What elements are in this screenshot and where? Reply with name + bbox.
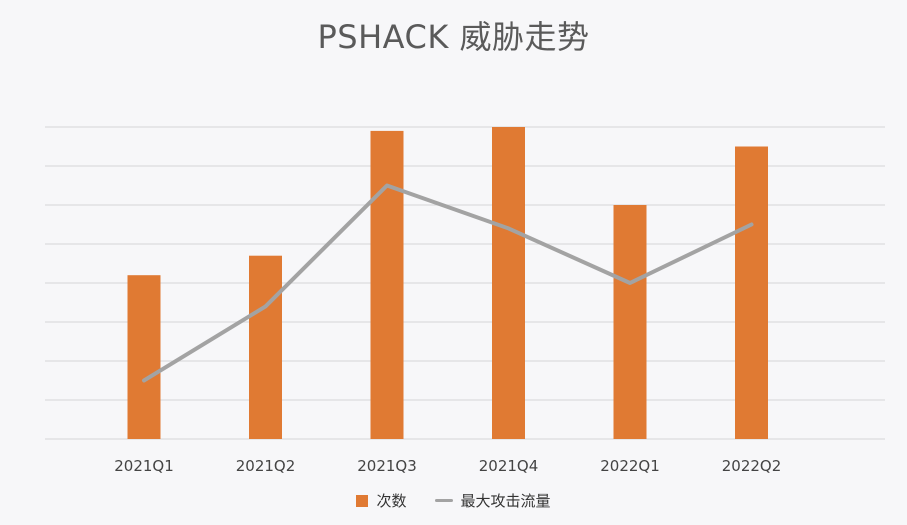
legend-item-bar-series: 次数 (356, 490, 407, 511)
bar-2021Q1 (127, 275, 161, 439)
legend-swatch-line (434, 499, 453, 502)
bar-2022Q1 (613, 205, 647, 439)
bar-2022Q2 (735, 146, 768, 439)
line-series-path (142, 183, 754, 383)
x-tick-label: 2021Q2 (236, 457, 296, 475)
chart-title: PSHACK 威胁走势 (317, 18, 590, 56)
legend-label-line-series: 最大攻击流量 (460, 492, 551, 510)
chart-legend: 次数 最大攻击流量 (0, 490, 907, 511)
x-tick-label: 2021Q4 (479, 457, 539, 475)
legend-label-bar-series: 次数 (376, 492, 407, 510)
legend-item-line-series: 最大攻击流量 (434, 490, 551, 511)
bar-2021Q3 (370, 130, 404, 439)
x-tick-label: 2021Q3 (357, 457, 417, 475)
legend-swatch-bar (356, 494, 369, 507)
x-tick-label: 2022Q1 (600, 457, 660, 475)
bar-2021Q2 (249, 255, 282, 439)
x-tick-label: 2022Q2 (722, 457, 782, 475)
x-tick-label: 2021Q1 (114, 457, 174, 475)
bar-2021Q4 (492, 127, 525, 439)
